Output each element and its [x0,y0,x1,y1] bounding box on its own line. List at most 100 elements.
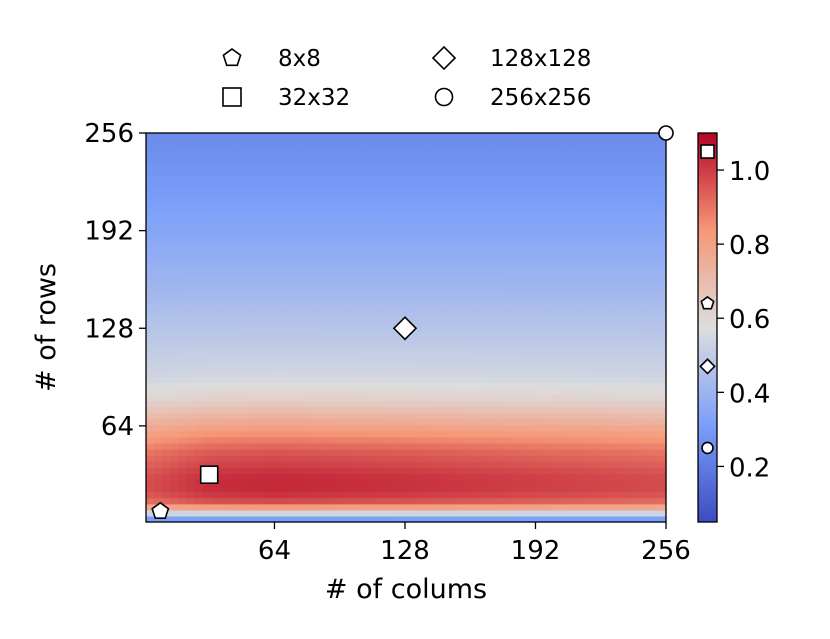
heatmap-cell [349,236,358,244]
heatmap-cell [308,315,318,323]
heatmap-cell [584,424,594,432]
heatmap-cell [625,370,635,377]
heatmap-cell [154,473,163,481]
heatmap-cell [511,388,521,395]
heatmap-cell [625,145,635,152]
heatmap-cell [235,187,245,195]
heatmap-cell [544,430,553,438]
heatmap-cell [568,266,578,274]
heatmap-cell [479,376,488,383]
heatmap-cell [584,169,594,177]
heatmap-cell [292,491,301,499]
heatmap-cell [219,309,228,316]
heatmap-cell [495,193,505,201]
heatmap-cell [568,388,578,395]
heatmap-cell [186,163,196,171]
heatmap-cell [194,485,204,493]
heatmap-cell [373,284,383,292]
heatmap-cell [625,497,635,505]
heatmap-cell [625,406,635,414]
heatmap-cell [227,309,236,316]
heatmap-cell [479,315,488,323]
heatmap-cell [414,363,423,371]
heatmap-cell [422,266,431,274]
heatmap-cell [495,467,505,474]
heatmap-cell [519,515,529,523]
heatmap-cell [300,133,310,140]
heatmap-cell [211,139,220,146]
heatmap-cell [625,193,635,201]
heatmap-cell [227,139,236,146]
heatmap-cell [544,187,553,195]
heatmap-cell [454,278,464,286]
heatmap-cell [609,442,618,450]
heatmap-cell [227,278,236,286]
heatmap-cell [251,297,261,304]
heatmap-cell [536,284,545,292]
heatmap-cell [389,242,399,250]
heatmap-cell [186,461,196,468]
heatmap-cell [519,139,529,146]
heatmap-cell [519,133,529,140]
heatmap-cell [568,497,578,505]
heatmap-cell [422,193,431,201]
heatmap-cell [471,436,480,444]
heatmap-cell [430,260,440,268]
heatmap-cell [544,333,553,341]
heatmap-cell [154,272,163,280]
heatmap-cell [430,163,440,171]
heatmap-cell [584,284,594,292]
heatmap-cell [560,503,570,511]
heatmap-cell [235,315,245,323]
heatmap-cell [519,212,529,219]
heatmap-cell [235,291,245,298]
heatmap-cell [308,363,318,371]
heatmap-cell [446,400,456,408]
heatmap-cell [162,455,171,462]
heatmap-cell [438,406,448,414]
heatmap-cell [454,497,464,505]
heatmap-cell [617,315,626,323]
heatmap-cell [227,436,236,444]
heatmap-cell [324,193,334,201]
heatmap-cell [560,315,570,323]
heatmap-cell [292,370,301,377]
heatmap-cell [560,351,570,359]
heatmap-cell [462,363,472,371]
heatmap-cell [609,509,618,517]
heatmap-cell [430,370,440,377]
heatmap-cell [365,187,375,195]
heatmap-cell [357,406,366,414]
heatmap-cell [373,175,383,183]
heatmap-cell [584,242,594,250]
heatmap-cell [560,327,570,335]
heatmap-cell [211,193,220,201]
heatmap-cell [202,449,212,456]
heatmap-cell [235,284,245,292]
heatmap-cell [251,181,261,189]
heatmap-cell [406,442,415,450]
heatmap-cell [462,199,472,207]
heatmap-cell [162,205,171,213]
heatmap-cell [235,455,245,462]
heatmap-cell [300,509,310,517]
heatmap-cell [471,412,480,420]
heatmap-cell [381,485,391,493]
heatmap-cell [592,370,602,377]
heatmap-cell [592,363,602,371]
heatmap-cell [243,418,253,426]
heatmap-cell [576,363,586,371]
heatmap-cell [462,430,472,438]
heatmap-cell [527,339,537,347]
heatmap-cell [178,205,188,213]
heatmap-cell [641,351,651,359]
heatmap-cell [625,424,635,432]
heatmap-cell [243,515,253,523]
heatmap-cell [235,175,245,183]
heatmap-cell [633,436,643,444]
heatmap-cell [357,272,366,280]
heatmap-cell [300,491,310,499]
heatmap-cell [397,315,407,323]
heatmap-cell [487,363,496,371]
heatmap-cell [454,193,464,201]
